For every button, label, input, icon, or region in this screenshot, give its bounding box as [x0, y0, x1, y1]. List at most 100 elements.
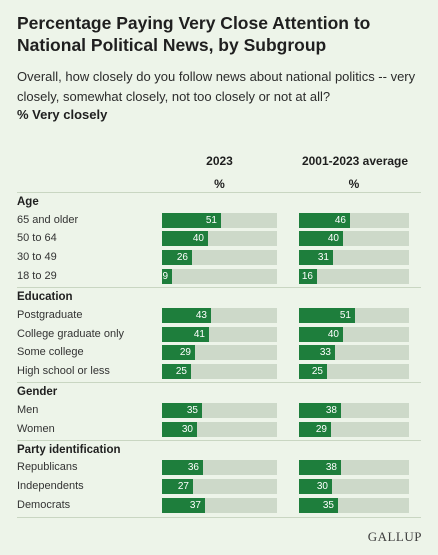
bar [299, 250, 333, 266]
bottom-divider [17, 516, 421, 518]
data-label: 51 [205, 214, 217, 226]
bar-track: 36 [162, 460, 277, 475]
category-label: High school or less [17, 365, 110, 378]
data-label: 40 [327, 328, 339, 340]
group-divider [17, 287, 421, 289]
measure-label: % Very closely [17, 107, 108, 122]
column-unit-2023: % [214, 177, 225, 191]
bar-track: 46 [299, 212, 409, 228]
bar-track: 30 [162, 421, 277, 437]
bar-track: 29 [299, 421, 409, 437]
bar [162, 250, 192, 266]
bar-track: 33 [299, 345, 409, 361]
data-label: 30 [181, 423, 193, 435]
bar [299, 212, 350, 228]
data-label: 9 [162, 271, 168, 283]
bar-track: 26 [162, 250, 277, 266]
bar-track: 51 [299, 307, 409, 323]
data-label: 35 [186, 404, 198, 416]
gallup-logo: GALLUP [367, 529, 422, 544]
bar-track: 40 [299, 326, 409, 342]
data-label: 16 [301, 271, 313, 283]
bar [299, 345, 335, 361]
bar [299, 460, 341, 475]
survey-question: Overall, how closely do you follow news … [17, 69, 416, 104]
bar-track: 35 [162, 402, 277, 418]
bar [162, 345, 195, 361]
column-header-average: 2001-2023 average [301, 154, 409, 168]
bar [162, 269, 172, 285]
group-label: Party identification [17, 443, 121, 456]
data-label: 29 [315, 423, 327, 435]
category-label: Men [17, 403, 39, 416]
bar-track: 31 [299, 250, 409, 266]
column-header-2023: 2023 [206, 154, 233, 168]
data-label: 36 [187, 462, 199, 473]
category-label: 65 and older [17, 213, 79, 226]
bar [162, 231, 208, 247]
data-label: 33 [319, 347, 331, 359]
bar [162, 478, 193, 494]
data-label: 29 [179, 347, 191, 359]
group-divider [17, 382, 421, 384]
bar-track: 40 [162, 231, 277, 247]
column-unit-average: % [348, 177, 360, 191]
chart-title: Percentage Paying Very Close Attention t… [17, 13, 371, 55]
bar [162, 307, 211, 323]
category-label: 30 to 49 [17, 251, 57, 264]
data-label: 51 [339, 309, 351, 321]
bar-track: 29 [162, 345, 277, 361]
group-divider [17, 439, 421, 441]
data-label: 27 [177, 480, 189, 492]
group-label: Education [17, 291, 73, 304]
bar-track: 35 [299, 497, 409, 513]
bar-track: 38 [299, 402, 409, 418]
data-label: 26 [176, 252, 188, 264]
data-label: 38 [325, 404, 337, 416]
bar [162, 460, 203, 475]
category-label: College graduate only [17, 327, 125, 340]
bar-track: 25 [299, 364, 409, 380]
category-label: 18 to 29 [17, 270, 57, 283]
bar [162, 402, 202, 418]
data-label: 35 [322, 499, 334, 511]
bar [299, 364, 327, 380]
bar [162, 497, 205, 513]
bar [299, 497, 338, 513]
bar [299, 326, 343, 342]
category-label: Republicans [17, 461, 78, 473]
bar-track: 30 [299, 478, 409, 494]
bar-track: 25 [162, 364, 277, 380]
data-label: 25 [311, 366, 323, 378]
bar [299, 421, 331, 437]
bar-track: 38 [299, 460, 409, 475]
group-label: Age [17, 196, 39, 208]
bar-track: 9 [162, 269, 277, 285]
data-label: 25 [175, 366, 187, 378]
data-label: 40 [327, 233, 339, 245]
bar-track: 51 [162, 212, 277, 228]
bar [162, 212, 221, 228]
data-label: 43 [195, 309, 207, 321]
data-label: 31 [317, 252, 329, 264]
category-label: Independents [17, 479, 84, 492]
category-label: Women [17, 422, 55, 435]
data-label: 46 [334, 214, 346, 226]
bar [299, 269, 317, 285]
group-label: Gender [17, 386, 58, 399]
bar [162, 421, 197, 437]
bar-track: 41 [162, 326, 277, 342]
data-label: 37 [189, 499, 201, 511]
bar [299, 307, 355, 323]
bar [299, 231, 343, 247]
bar-track: 40 [299, 231, 409, 247]
category-label: Some college [17, 346, 84, 359]
bar [299, 402, 341, 418]
group-divider [17, 192, 421, 193]
category-label: 50 to 64 [17, 232, 57, 245]
data-label: 30 [316, 480, 328, 492]
bar-track: 43 [162, 307, 277, 323]
bar-track: 16 [299, 269, 409, 285]
bar [299, 478, 332, 494]
data-label: 41 [193, 328, 205, 340]
